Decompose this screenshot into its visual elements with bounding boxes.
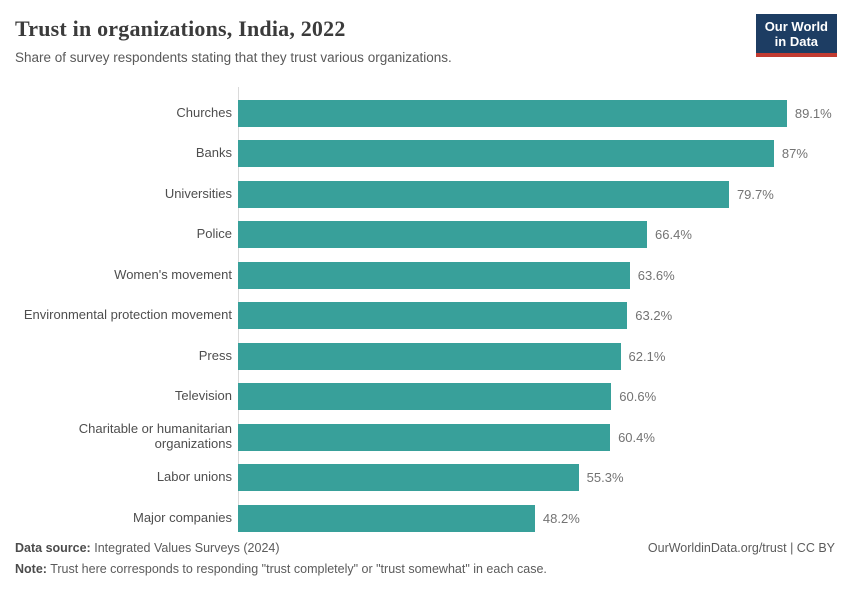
bar-rows: Churches 89.1% Banks 87% Universities 79.7% Po… — [15, 93, 850, 539]
category-label: Banks — [195, 145, 232, 161]
category-label: Television — [174, 388, 232, 404]
bar-track: 60.6% — [238, 383, 850, 411]
chart-footer: Data source: Integrated Values Surveys (… — [15, 541, 835, 576]
bar-row: Television 60.6% — [15, 377, 850, 418]
bar-row: Environmental protection movement 63.2% — [15, 296, 850, 337]
bar[interactable] — [238, 99, 787, 127]
owid-logo-line1: Our World — [764, 19, 828, 34]
note-label: Note: — [15, 562, 47, 576]
value-label: 62.1% — [628, 348, 666, 364]
data-source-label: Data source: — [15, 541, 91, 555]
category-label: Women's movement — [114, 266, 232, 282]
bar-row: Churches 89.1% — [15, 93, 850, 134]
bar-track: 66.4% — [238, 221, 850, 249]
bar[interactable] — [238, 423, 611, 451]
chart-subtitle: Share of survey respondents stating that… — [15, 50, 452, 65]
bar[interactable] — [238, 383, 612, 411]
category-label: Churches — [176, 104, 232, 120]
bar-row: Charitable or humanitarian organizations… — [15, 417, 850, 458]
bar-row: Major companies 48.2% — [15, 498, 850, 539]
bar[interactable] — [238, 504, 535, 532]
category-label: Major companies — [133, 509, 232, 525]
bar-row: Women's movement 63.6% — [15, 255, 850, 296]
bar[interactable] — [238, 261, 630, 289]
bar[interactable] — [238, 140, 774, 168]
value-label: 55.3% — [586, 470, 624, 486]
owid-attribution-link[interactable]: OurWorldinData.org/trust | CC BY — [647, 541, 835, 555]
bar-track: 87% — [238, 140, 850, 168]
value-label: 48.2% — [542, 510, 580, 526]
category-label: Press — [198, 347, 232, 363]
data-source-value: Integrated Values Surveys (2024) — [94, 541, 280, 555]
bar-track: 55.3% — [238, 464, 850, 492]
data-source: Data source: Integrated Values Surveys (… — [15, 541, 280, 555]
bar[interactable] — [238, 302, 628, 330]
bar-track: 63.6% — [238, 261, 850, 289]
value-label: 60.4% — [618, 429, 655, 445]
bar-row: Police 66.4% — [15, 215, 850, 256]
note-value: Trust here corresponds to responding "tr… — [50, 562, 547, 576]
bar[interactable] — [238, 221, 648, 249]
bar-track: 60.4% — [238, 423, 850, 451]
value-label: 66.4% — [655, 227, 692, 243]
bar[interactable] — [238, 180, 729, 208]
value-label: 89.1% — [794, 105, 832, 121]
value-label: 60.6% — [619, 389, 657, 405]
bar-row: Labor unions 55.3% — [15, 458, 850, 499]
bar-track: 79.7% — [238, 180, 850, 208]
owid-logo-line2: in Data — [774, 34, 819, 50]
bar-row: Banks 87% — [15, 134, 850, 175]
bar-track: 89.1% — [238, 99, 850, 127]
category-label: Labor unions — [156, 469, 232, 485]
value-label: 87% — [781, 146, 808, 162]
bar-track: 62.1% — [238, 342, 850, 370]
bar[interactable] — [238, 342, 621, 370]
value-label: 63.2% — [635, 308, 673, 324]
bar-track: 48.2% — [238, 504, 850, 532]
bar-row: Press 62.1% — [15, 336, 850, 377]
bar-chart: Churches 89.1% Banks 87% Universities 79.7% Po… — [15, 87, 850, 533]
value-label: 79.7% — [736, 186, 774, 202]
bar-row: Universities 79.7% — [15, 174, 850, 215]
category-label: Environmental protection movement — [23, 307, 232, 323]
bar-track: 63.2% — [238, 302, 850, 330]
owid-logo[interactable]: Our World in Data — [755, 14, 837, 57]
value-label: 63.6% — [637, 267, 675, 283]
category-label: Police — [196, 226, 232, 242]
category-label: Universities — [164, 185, 232, 201]
category-label: Charitable or humanitarian organizations — [78, 421, 232, 452]
bar[interactable] — [238, 464, 579, 492]
chart-title: Trust in organizations, India, 2022 — [15, 16, 346, 41]
